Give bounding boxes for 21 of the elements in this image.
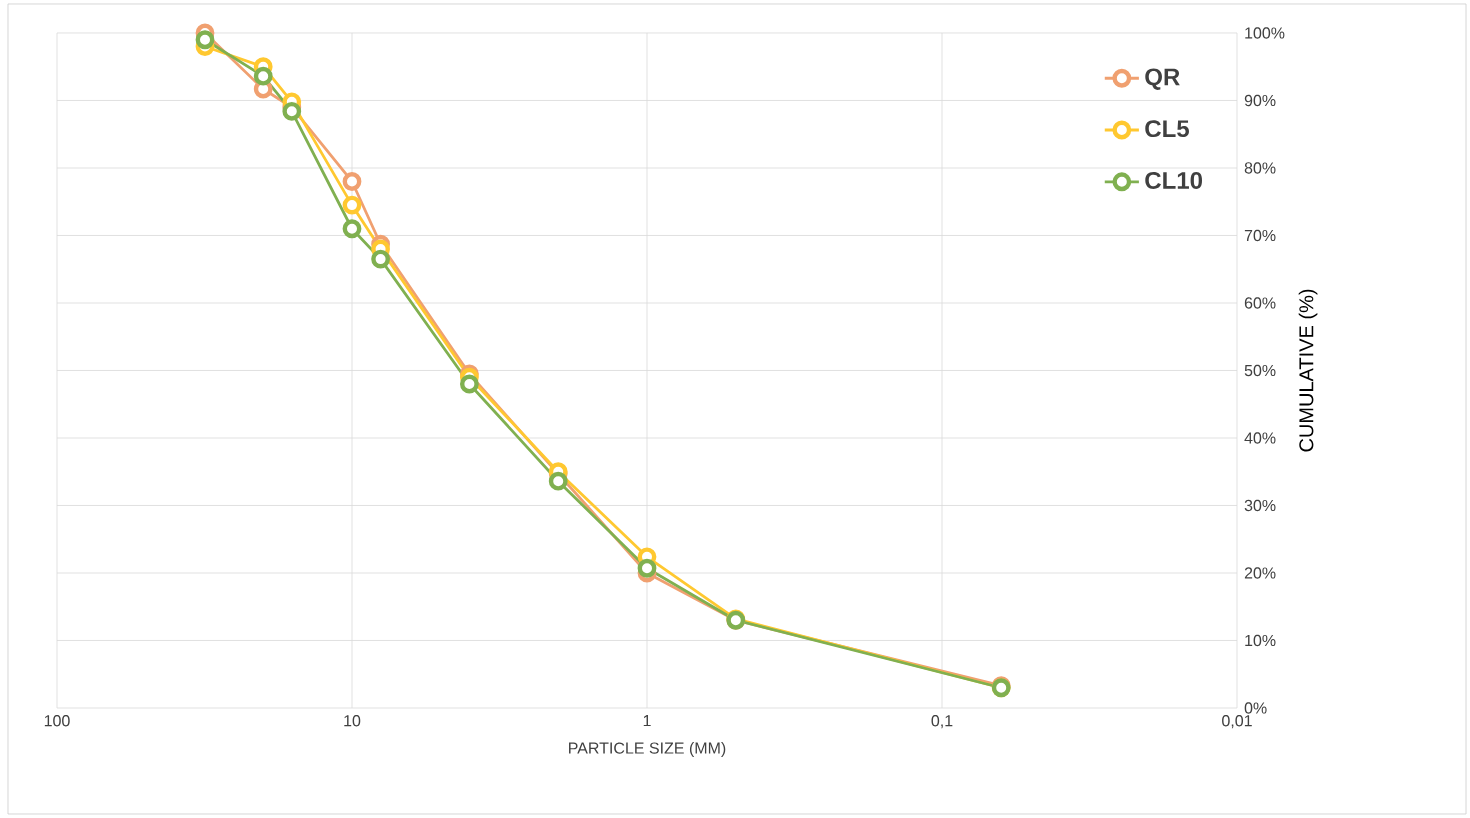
y-tick-label: 50% <box>1244 364 1276 377</box>
legend-label: CL5 <box>1145 120 1189 138</box>
legend-label: QR <box>1145 68 1180 90</box>
y-tick-label: 60% <box>1244 297 1276 309</box>
y-tick-label: 30% <box>1244 499 1276 512</box>
y-tick-label: 80% <box>1244 162 1276 174</box>
y-tick-label: 100% <box>1245 27 1285 39</box>
x-tick-label: 0,01 <box>1222 715 1252 729</box>
y-tick-label: 10% <box>1245 634 1276 647</box>
x-tick-label: 100 <box>44 715 70 727</box>
y-tick-label: 40% <box>1244 432 1276 444</box>
y-tick-label: 90% <box>1244 94 1276 107</box>
legend-label: CL10 <box>1145 171 1203 189</box>
x-tick-label: 10 <box>344 715 361 727</box>
x-axis-title: PARTICLE SIZE (MM) <box>569 742 726 757</box>
x-tick-label: 0,1 <box>931 715 953 729</box>
y-tick-label: 70% <box>1244 229 1276 242</box>
x-tick-label: 1 <box>643 715 651 727</box>
y-axis-title: CUMULATIVE (%) <box>1298 289 1318 452</box>
y-tick-label: 20% <box>1244 567 1276 579</box>
y-tick-label: 0% <box>1244 702 1267 714</box>
